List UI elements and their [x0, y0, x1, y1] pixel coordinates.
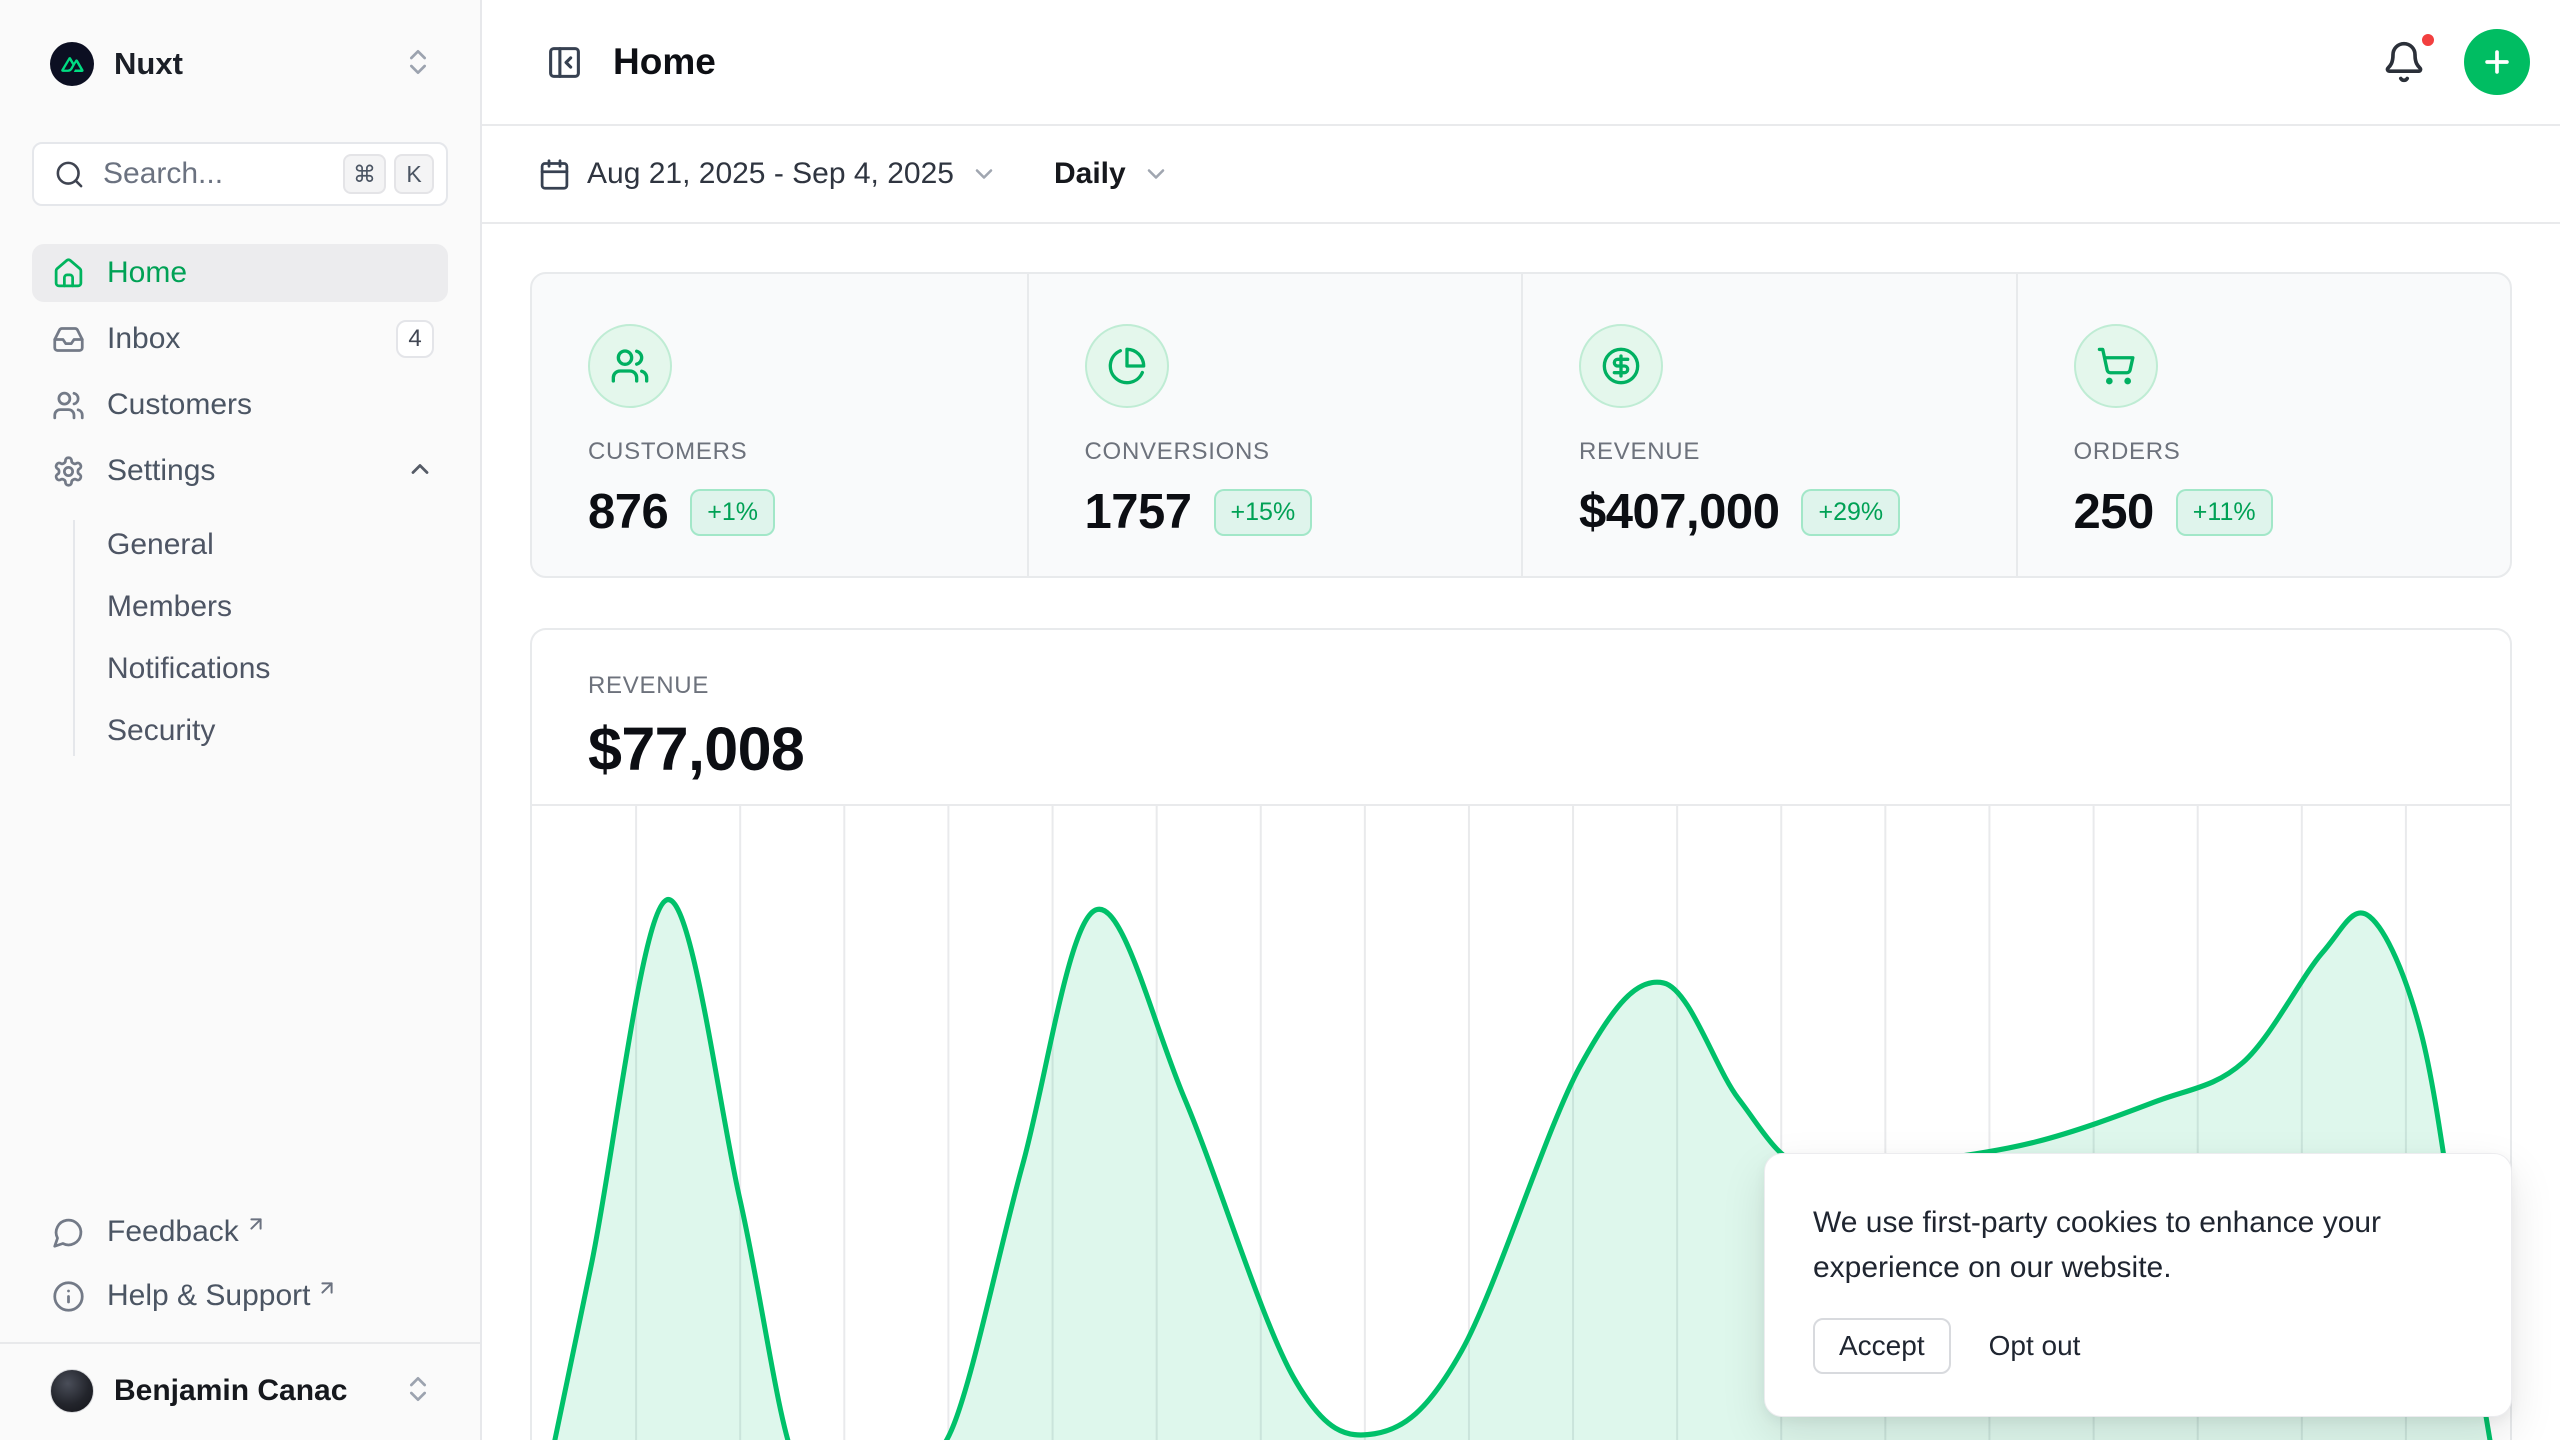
stat-delta-badge: +29%	[1801, 489, 1900, 536]
stat-label: REVENUE	[1579, 438, 1976, 466]
stat-label: ORDERS	[2074, 438, 2471, 466]
stat-delta-badge: +1%	[690, 489, 775, 536]
header-actions	[2374, 29, 2530, 95]
chevrons-up-down-icon	[402, 1373, 434, 1410]
stat-label: CUSTOMERS	[588, 438, 987, 466]
revenue-label: REVENUE	[588, 672, 2454, 700]
kbd-k: K	[394, 154, 434, 194]
stat-delta-badge: +15%	[1214, 489, 1313, 536]
sidebar-nav: Home Inbox 4 Customers Settings	[32, 244, 448, 762]
sidebar-footer: Feedback Help & Support	[32, 1202, 448, 1326]
app-root: Nuxt ⌘ K Home Inbox 4	[0, 0, 2560, 1440]
calendar-icon	[538, 158, 571, 191]
user-menu-button[interactable]: Benjamin Canac	[32, 1358, 448, 1424]
inbox-icon	[52, 323, 85, 356]
stat-icon-circle	[588, 324, 672, 408]
stat-label: CONVERSIONS	[1085, 438, 1482, 466]
cart-icon	[2096, 346, 2136, 386]
page-header: Home	[482, 0, 2560, 126]
interval-label: Daily	[1054, 157, 1126, 191]
notification-dot	[2418, 30, 2438, 50]
stat-icon-circle	[1085, 324, 1169, 408]
sidebar-item-general[interactable]: General	[105, 514, 448, 576]
chevron-down-icon	[1142, 160, 1170, 188]
chevron-down-icon	[970, 160, 998, 188]
users-icon	[52, 389, 85, 422]
stat-value: $407,000	[1579, 484, 1779, 540]
sidebar-item-label: Inbox	[107, 322, 180, 356]
stat-delta-badge: +11%	[2176, 489, 2273, 536]
sidebar-item-label: Customers	[107, 388, 252, 422]
inbox-count-badge: 4	[396, 320, 434, 358]
plus-icon	[2480, 45, 2514, 79]
date-range-button[interactable]: Aug 21, 2025 - Sep 4, 2025	[538, 157, 998, 191]
chevron-up-icon	[406, 455, 434, 488]
interval-select[interactable]: Daily	[1054, 157, 1170, 191]
user-avatar	[50, 1369, 94, 1413]
external-link-icon	[316, 1277, 338, 1299]
kbd-meta: ⌘	[343, 154, 386, 194]
info-icon	[52, 1280, 85, 1313]
opt-out-button[interactable]: Opt out	[1989, 1330, 2081, 1362]
cookie-banner: We use first-party cookies to enhance yo…	[1764, 1153, 2512, 1417]
user-name: Benjamin Canac	[114, 1374, 347, 1408]
stats-row: CUSTOMERS 876 +1% CONVERSIONS 1757 +15%	[530, 272, 2512, 578]
date-range-label: Aug 21, 2025 - Sep 4, 2025	[587, 157, 954, 191]
panel-left-close-icon	[546, 44, 583, 81]
sidebar-item-feedback[interactable]: Feedback	[32, 1202, 448, 1262]
sidebar-item-security[interactable]: Security	[105, 700, 448, 762]
filters-toolbar: Aug 21, 2025 - Sep 4, 2025 Daily	[482, 126, 2560, 224]
stat-value: 876	[588, 484, 668, 540]
main-area: Home Aug 21, 2025 - Sep 4, 2025	[482, 0, 2560, 1440]
nuxt-logo	[50, 42, 94, 86]
pie-chart-icon	[1107, 346, 1147, 386]
sidebar-item-notifications[interactable]: Notifications	[105, 638, 448, 700]
gear-icon	[52, 455, 85, 488]
sidebar-item-customers[interactable]: Customers	[32, 376, 448, 434]
add-button[interactable]	[2464, 29, 2530, 95]
subnav-guide	[73, 520, 75, 756]
stat-icon-circle	[1579, 324, 1663, 408]
users-icon	[610, 346, 650, 386]
stat-value: 250	[2074, 484, 2154, 540]
external-link-icon	[245, 1213, 267, 1235]
house-icon	[52, 257, 85, 290]
org-name: Nuxt	[114, 46, 183, 82]
sidebar-item-label: Home	[107, 256, 187, 290]
sidebar-item-members[interactable]: Members	[105, 576, 448, 638]
stat-icon-circle	[2074, 324, 2158, 408]
search-input[interactable]	[103, 157, 335, 191]
sidebar-item-label: Help & Support	[107, 1279, 310, 1313]
stat-card-revenue: REVENUE $407,000 +29%	[1521, 274, 2016, 576]
stat-card-conversions: CONVERSIONS 1757 +15%	[1027, 274, 1522, 576]
stat-card-orders: ORDERS 250 +11%	[2016, 274, 2511, 576]
accept-button[interactable]: Accept	[1813, 1318, 1951, 1374]
search-field[interactable]: ⌘ K	[32, 142, 448, 206]
sidebar-item-label: Feedback	[107, 1215, 239, 1249]
page-title: Home	[613, 41, 716, 83]
chevrons-up-down-icon	[402, 46, 434, 83]
sidebar-item-label: Settings	[107, 454, 215, 488]
sidebar-item-help-support[interactable]: Help & Support	[32, 1266, 448, 1326]
dollar-circle-icon	[1601, 346, 1641, 386]
revenue-total: $77,008	[588, 714, 2454, 784]
org-switcher-button[interactable]: Nuxt	[32, 32, 448, 96]
chat-bubble-icon	[52, 1216, 85, 1249]
sidebar-item-settings[interactable]: Settings	[32, 442, 448, 500]
bell-icon	[2382, 40, 2426, 84]
stat-value: 1757	[1085, 484, 1192, 540]
notifications-button[interactable]	[2374, 32, 2434, 92]
cookie-message: We use first-party cookies to enhance yo…	[1813, 1200, 2463, 1290]
sidebar-item-inbox[interactable]: Inbox 4	[32, 310, 448, 368]
search-icon	[54, 159, 85, 190]
sidebar: Nuxt ⌘ K Home Inbox 4	[0, 0, 482, 1440]
sidebar-collapse-button[interactable]	[538, 36, 591, 89]
settings-subnav: General Members Notifications Security	[32, 514, 448, 762]
stat-card-customers: CUSTOMERS 876 +1%	[532, 274, 1027, 576]
sidebar-divider	[0, 1342, 480, 1344]
sidebar-item-home[interactable]: Home	[32, 244, 448, 302]
